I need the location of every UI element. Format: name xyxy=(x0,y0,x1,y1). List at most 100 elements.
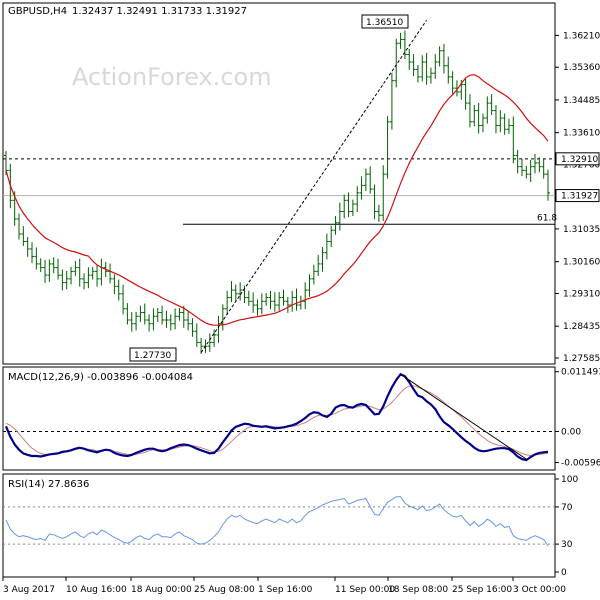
candle xyxy=(121,284,126,315)
candle xyxy=(160,305,165,325)
x-tick-label: 18 Sep 08:00 xyxy=(388,585,448,595)
candle xyxy=(51,257,56,274)
candle xyxy=(532,153,537,174)
candle xyxy=(411,54,416,77)
candle xyxy=(116,279,121,301)
candle xyxy=(181,305,186,328)
rsi-title: RSI(14) 27.8636 xyxy=(8,479,89,490)
candle xyxy=(376,204,381,223)
watermark: ActionForex.com xyxy=(72,63,272,91)
candle xyxy=(56,258,61,280)
candle xyxy=(398,32,403,49)
candle xyxy=(428,67,433,84)
macd-pane: MACD(12,26,9) -0.003896 -0.004084 0.0114… xyxy=(2,366,600,471)
candle xyxy=(86,267,91,289)
price-tick-label: 1.27585 xyxy=(563,354,600,364)
candle xyxy=(194,323,199,347)
candle xyxy=(472,104,477,127)
candle xyxy=(437,46,442,67)
candle xyxy=(389,72,394,130)
macd-line xyxy=(4,372,549,462)
candle xyxy=(285,296,290,313)
candle xyxy=(515,149,520,174)
candle xyxy=(64,271,69,290)
candle xyxy=(537,157,542,173)
candle xyxy=(476,102,481,134)
price-tick-label: 1.30160 xyxy=(563,258,600,268)
rsi-tick-label: 100 xyxy=(561,475,578,485)
rsi-tick-label: 30 xyxy=(561,540,573,550)
level-price-label: 1.32910 xyxy=(555,152,600,166)
x-tick-label: 11 Sep 00:00 xyxy=(335,585,395,595)
candle xyxy=(229,281,234,303)
macd-tick-label: 0.011493 xyxy=(561,368,600,378)
rsi-tick-label: 0 xyxy=(561,568,567,578)
candle xyxy=(277,291,282,311)
price-tick-label: 1.29310 xyxy=(563,289,600,299)
candle xyxy=(467,94,472,128)
candle xyxy=(69,266,74,285)
main-pane: ActionForex.com GBPUSD,H4 1.32437 1.3249… xyxy=(2,2,600,365)
candle xyxy=(216,315,221,343)
candle xyxy=(372,184,377,220)
candle xyxy=(493,104,498,134)
candle xyxy=(264,293,269,306)
candle xyxy=(225,290,230,315)
candle xyxy=(480,113,485,133)
candle xyxy=(129,312,134,332)
candle xyxy=(186,311,191,331)
price-tick-label: 1.31035 xyxy=(563,225,600,235)
fib-level-label: 61.8 xyxy=(537,213,557,223)
candle xyxy=(47,259,52,282)
candle xyxy=(446,56,451,84)
trend-line xyxy=(200,19,427,353)
candle xyxy=(43,259,48,283)
candle xyxy=(303,282,308,310)
candle xyxy=(506,118,511,134)
candle xyxy=(337,202,342,231)
candle xyxy=(155,308,160,322)
candle xyxy=(147,314,152,332)
x-tick-label: 3 Aug 2017 xyxy=(3,585,55,595)
high-label-text: 1.36510 xyxy=(366,18,403,28)
candle xyxy=(112,274,117,295)
candle xyxy=(82,273,87,290)
macd-title: MACD(12,26,9) -0.003896 -0.004084 xyxy=(8,372,193,383)
price-tick-label: 1.32760 xyxy=(563,160,600,170)
high-label: 1.36510 xyxy=(361,14,409,29)
candle xyxy=(519,158,524,177)
candle xyxy=(355,186,360,212)
x-tick-label: 1 Sep 16:00 xyxy=(258,585,313,595)
candle xyxy=(346,192,351,218)
candle xyxy=(30,242,35,264)
low-label-text: 1.27730 xyxy=(134,351,171,361)
price-tick-label: 1.34485 xyxy=(563,96,600,106)
candle xyxy=(17,213,22,240)
candle xyxy=(454,80,459,97)
candle xyxy=(268,290,273,310)
moving-average-line xyxy=(5,74,549,326)
candle xyxy=(394,38,399,88)
candle xyxy=(212,329,217,347)
candle xyxy=(541,158,546,179)
candle xyxy=(511,116,516,164)
candle xyxy=(233,284,238,302)
candle xyxy=(255,299,260,316)
candle xyxy=(420,55,425,82)
candle xyxy=(272,292,277,312)
candle xyxy=(363,168,368,191)
candle xyxy=(415,64,420,83)
candle xyxy=(307,274,312,297)
candle xyxy=(424,52,429,85)
candle xyxy=(498,110,503,133)
low-label-box xyxy=(129,347,177,362)
candle xyxy=(190,318,195,337)
candle xyxy=(60,269,65,291)
candle xyxy=(324,233,329,260)
rsi-line xyxy=(5,496,549,547)
candle xyxy=(528,159,533,183)
candle xyxy=(333,216,338,235)
candle xyxy=(450,71,455,94)
price-tick-label: 1.35360 xyxy=(563,63,600,73)
